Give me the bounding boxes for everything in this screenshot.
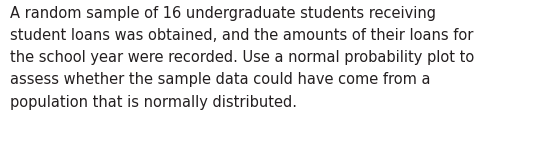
Text: A random sample of 16 undergraduate students receiving
student loans was obtaine: A random sample of 16 undergraduate stud… xyxy=(10,6,474,110)
